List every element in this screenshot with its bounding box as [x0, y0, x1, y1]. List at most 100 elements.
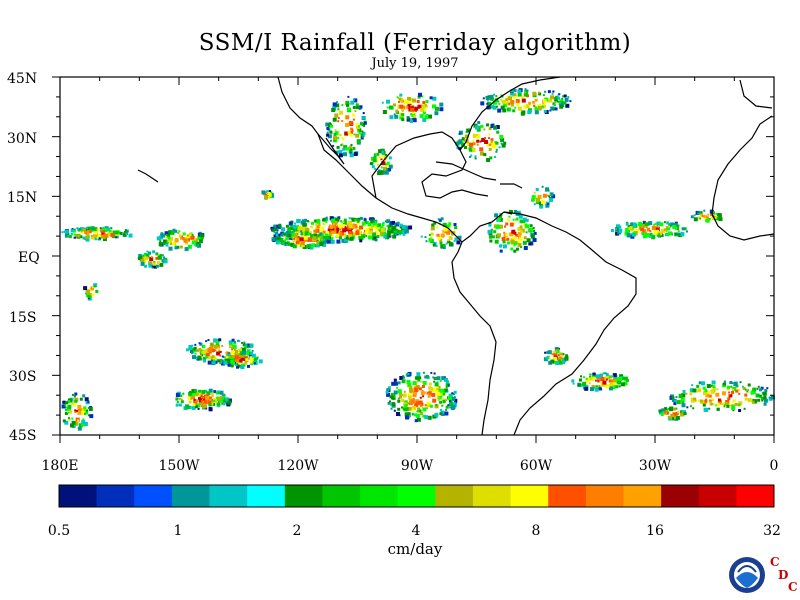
rain-pixel: [499, 244, 502, 248]
rain-pixel: [699, 211, 703, 215]
rain-pixel: [208, 356, 212, 360]
rain-pixel: [184, 247, 189, 252]
rain-pixel: [464, 146, 467, 149]
rain-pixel: [599, 387, 603, 391]
rain-pixel: [222, 398, 226, 403]
rain-pixel: [171, 242, 175, 246]
rain-pixel: [211, 342, 214, 345]
rain-pixel: [380, 158, 383, 161]
rain-pixel: [523, 236, 527, 240]
rain-pixel: [550, 359, 555, 364]
rain-pixel: [231, 338, 235, 342]
rain-pixel: [175, 403, 179, 407]
rain-pixel: [394, 381, 398, 386]
rain-pixel: [227, 400, 232, 405]
rain-pixel: [409, 401, 412, 403]
rain-pixel: [611, 385, 616, 390]
rain-pixel: [82, 236, 86, 240]
rain-pixel: [313, 229, 317, 233]
rain-pixel: [325, 231, 328, 234]
rain-pixel: [153, 265, 157, 269]
rain-pixel: [372, 232, 376, 237]
rain-pixel: [272, 228, 276, 232]
lat-label-15n: 15N: [7, 190, 37, 206]
rain-pixel: [752, 391, 756, 395]
rain-pixel: [335, 217, 340, 222]
rain-pixel: [237, 353, 242, 357]
rain-pixel: [296, 237, 300, 241]
rain-pixel: [580, 383, 584, 387]
rain-pixel: [503, 103, 508, 108]
rain-pixel: [555, 361, 560, 365]
rain-pixel: [138, 254, 141, 257]
rain-pixel: [225, 352, 228, 354]
rain-pixel: [623, 381, 628, 386]
rain-pixel: [202, 350, 207, 355]
rain-pixel: [675, 415, 680, 420]
rain-pixel: [64, 412, 68, 415]
rain-pixel: [329, 139, 332, 142]
rain-pixel: [435, 404, 438, 406]
rain-pixel: [393, 113, 396, 116]
rain-pixel: [439, 107, 444, 112]
rain-pixel: [385, 390, 389, 394]
rain-pixel: [487, 95, 490, 98]
rain-pixel: [279, 238, 284, 242]
rain-pixel: [666, 411, 670, 415]
colorbar-swatch: [247, 485, 286, 507]
rain-pixel: [208, 407, 212, 410]
rain-pixel: [426, 401, 431, 406]
rain-pixel: [365, 230, 369, 235]
rain-pixel: [714, 216, 719, 221]
rain-pixel: [449, 406, 452, 409]
rain-pixel: [343, 145, 348, 150]
rain-pixel: [198, 239, 203, 244]
rain-pixel: [403, 390, 406, 393]
rain-pixel: [563, 101, 567, 105]
rain-pixel: [319, 236, 322, 239]
rain-pixel: [300, 243, 305, 248]
rain-pixel: [368, 226, 371, 229]
rain-pixel: [298, 236, 301, 239]
rain-pixel: [193, 400, 198, 405]
rain-pixel: [82, 418, 85, 421]
rain-pixel: [670, 415, 675, 419]
rain-pixel: [359, 225, 364, 230]
rain-pixel: [315, 243, 320, 248]
rain-pixel: [396, 96, 399, 99]
rain-pixel: [350, 151, 353, 153]
rain-pixel: [533, 229, 536, 232]
rain-pixel: [358, 231, 362, 236]
rain-pixel: [683, 410, 687, 414]
rain-pixel: [315, 229, 318, 232]
rain-pixel: [91, 293, 95, 297]
rain-pixel: [382, 110, 387, 114]
rain-pixel: [630, 229, 633, 232]
rain-pixel: [535, 188, 539, 191]
rain-pixel: [479, 151, 484, 156]
rain-pixel: [144, 264, 147, 268]
rain-pixel: [74, 399, 78, 403]
rain-pixel: [509, 108, 512, 111]
colorbar-tick-2: 2: [293, 523, 302, 539]
rain-pixel: [710, 389, 714, 393]
rain-pixel: [313, 233, 318, 238]
rain-pixel: [497, 100, 500, 103]
rain-pixel: [483, 128, 486, 131]
rain-pixel: [747, 389, 750, 391]
rain-pixel: [330, 124, 333, 128]
rain-pixel: [559, 104, 564, 109]
rain-pixel: [697, 400, 700, 402]
rain-pixel: [396, 221, 400, 225]
rain-pixel: [310, 225, 313, 228]
rain-pixel: [391, 226, 396, 231]
rain-pixel: [426, 407, 429, 410]
rain-pixel: [347, 102, 350, 105]
rain-pixel: [388, 164, 393, 169]
rain-pixel: [434, 404, 439, 409]
rain-pixel: [93, 285, 96, 288]
rain-pixel: [297, 227, 301, 231]
rain-pixel: [178, 403, 182, 407]
rain-pixel: [540, 105, 544, 109]
rain-pixel: [409, 401, 414, 406]
